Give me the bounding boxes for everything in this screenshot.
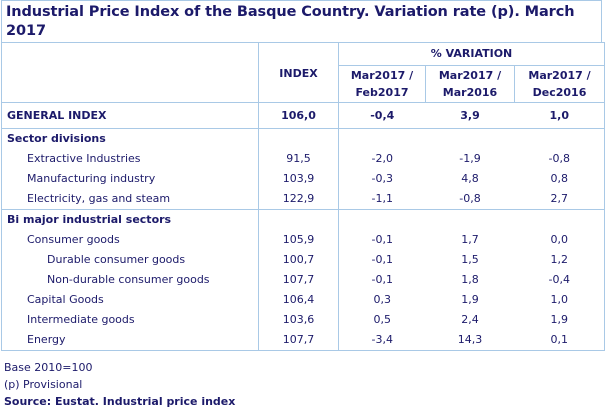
section-header-row: Bi major industrial sectors (1, 209, 605, 230)
table-row: Durable consumer goods 100,7 -0,1 1,5 1,… (1, 250, 605, 270)
row-label: Capital Goods (1, 290, 259, 310)
table-row: Extractive Industries 91,5 -2,0 -1,9 -0,… (1, 149, 605, 169)
header-col-line2: Dec2016 (532, 86, 587, 99)
row-label: Energy (1, 330, 259, 351)
row-var-dec2016: 0,1 (514, 330, 605, 351)
row-var-mar2016: -0,8 (459, 192, 481, 205)
row-label: Extractive Industries (1, 149, 259, 169)
row-var-dec2016: 1,9 (514, 310, 605, 330)
table-row: Non-durable consumer goods 107,7 -0,1 1,… (1, 270, 605, 290)
row-var-dec2016: 2,7 (514, 189, 605, 210)
row-var-mar2016: 14,3 (425, 330, 515, 351)
row-var-mar2016: 1,9 (461, 293, 479, 306)
header-col-line2: Feb2017 (355, 86, 409, 99)
source-note: Source: Eustat. Industrial price index (4, 395, 236, 408)
price-index-table: INDEX % VARIATION Mar2017 / Feb2017 Mar2… (1, 42, 605, 351)
base-note: Base 2010=100 (4, 361, 93, 374)
table-title: Industrial Price Index of the Basque Cou… (1, 0, 602, 42)
row-var-feb2017: -1,1 (338, 189, 426, 210)
row-var-dec2016: -0,4 (514, 270, 605, 290)
row-index: 103,9 (258, 169, 339, 189)
general-index-row: GENERAL INDEX 106,0 -0,4 3,9 1,0 (1, 102, 605, 129)
header-col-dec2016: Mar2017 / Dec2016 (514, 65, 605, 103)
row-index: 106,0 (258, 102, 339, 129)
row-var-mar2016: 4,8 (461, 172, 479, 185)
row-var-feb2017: -3,4 (338, 330, 426, 351)
table-row: Consumer goods 105,9 -0,1 1,7 0,0 (1, 230, 605, 250)
row-var-mar2016: 2,4 (461, 313, 479, 326)
header-col-line1: Mar2017 / (528, 69, 591, 82)
row-var-feb2017: 0,3 (338, 290, 426, 310)
row-var-dec2016: 1,2 (514, 250, 605, 270)
row-var-feb2017: -2,0 (338, 149, 426, 169)
row-label: Electricity, gas and steam (1, 189, 259, 210)
header-col-line1: Mar2017 / (438, 69, 502, 82)
row-index: 103,6 (258, 310, 339, 330)
section-title: Bi major industrial sectors (1, 209, 259, 230)
row-var-feb2017: -0,1 (338, 250, 426, 270)
row-label: Intermediate goods (1, 310, 259, 330)
row-var-feb2017: 0,5 (338, 310, 426, 330)
row-var-mar2016: 1,8 (461, 273, 479, 286)
row-var-dec2016: -0,8 (514, 149, 605, 169)
row-label: Non-durable consumer goods (1, 270, 259, 290)
table-row: Electricity, gas and steam 122,9 -1,1 -0… (1, 189, 605, 210)
section-title: Sector divisions (1, 128, 259, 149)
row-index: 107,7 (258, 270, 339, 290)
section-header-row: Sector divisions (1, 128, 605, 149)
row-index: 106,4 (258, 290, 339, 310)
header-col-line1: Mar2017 / (350, 69, 414, 82)
row-var-mar2016: 1,7 (461, 233, 479, 246)
header-col-feb2017: Mar2017 / Feb2017 (338, 65, 426, 103)
row-var-mar2016: -1,9 (459, 152, 481, 165)
header-col-line2: Mar2016 (442, 86, 498, 99)
row-index: 122,9 (258, 189, 339, 210)
row-index: 107,7 (258, 330, 339, 351)
header-variation: % VARIATION (338, 42, 605, 66)
header-empty-cell (1, 42, 259, 103)
header-index: INDEX (258, 42, 339, 103)
table-row: Manufacturing industry 103,9 -0,3 4,8 0,… (1, 169, 605, 189)
table-row: Capital Goods 106,4 0,3 1,9 1,0 (1, 290, 605, 310)
row-label: Durable consumer goods (1, 250, 259, 270)
price-index-table-container: Industrial Price Index of the Basque Cou… (1, 0, 605, 351)
table-row: Energy 107,7 -3,4 14,3 0,1 (1, 330, 605, 351)
row-index: 100,7 (258, 250, 339, 270)
row-var-feb2017: -0,3 (338, 169, 426, 189)
row-label: Consumer goods (1, 230, 259, 250)
provisional-note: (p) Provisional (4, 378, 83, 391)
row-var-feb2017: -0,1 (338, 270, 426, 290)
table-footer: Base 2010=100 (p) Provisional Source: Eu… (4, 359, 235, 410)
row-var-feb2017: -0,1 (338, 230, 426, 250)
row-var-mar2016: 1,5 (461, 253, 479, 266)
table-row: Intermediate goods 103,6 0,5 2,4 1,9 (1, 310, 605, 330)
row-var-dec2016: 0,8 (514, 169, 605, 189)
row-label: Manufacturing industry (1, 169, 259, 189)
header-col-mar2016: Mar2017 / Mar2016 (425, 65, 515, 103)
row-index: 105,9 (258, 230, 339, 250)
row-var-dec2016: 1,0 (514, 102, 605, 129)
row-var-feb2017: -0,4 (338, 102, 426, 129)
row-label: GENERAL INDEX (1, 102, 259, 129)
row-var-dec2016: 0,0 (514, 230, 605, 250)
row-index: 91,5 (258, 149, 339, 169)
row-var-dec2016: 1,0 (514, 290, 605, 310)
row-var-mar2016: 3,9 (425, 102, 515, 129)
